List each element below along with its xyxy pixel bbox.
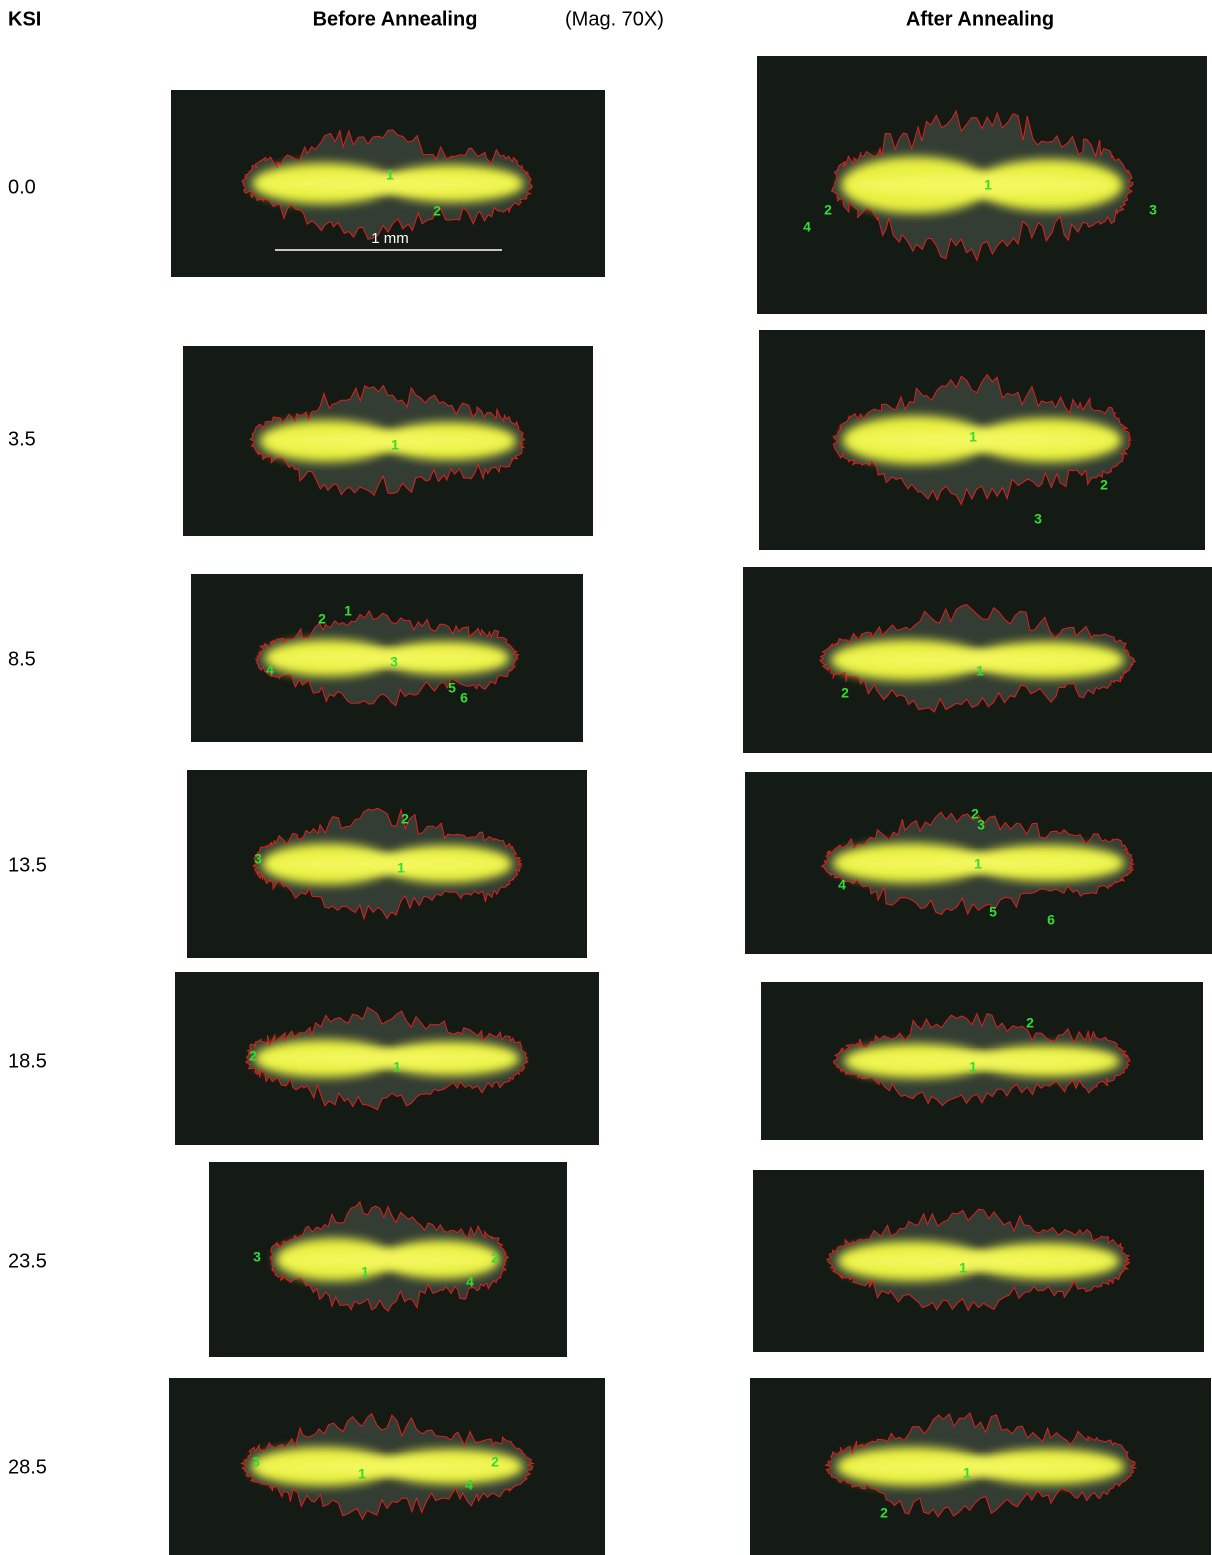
region-label: 1: [969, 1059, 977, 1075]
outline: [832, 1012, 1131, 1107]
micrograph: 1 2 3 4: [169, 1378, 605, 1555]
ksi-value: 13.5: [8, 854, 47, 876]
region-label: 3: [254, 851, 262, 867]
region-label: 2: [1026, 1015, 1034, 1031]
micrograph: 1 2 3 4: [209, 1162, 567, 1357]
region-label: 1: [959, 1260, 967, 1276]
ksi-value: 28.5: [8, 1456, 47, 1478]
region-label: 1: [397, 860, 405, 876]
region-label: 2: [401, 811, 409, 827]
region-label: 4: [465, 1477, 473, 1493]
region-label: 4: [466, 1274, 474, 1290]
micrograph: 1: [753, 1170, 1204, 1352]
glow: [281, 1251, 495, 1268]
outline: [252, 807, 523, 921]
glow: [848, 174, 1116, 196]
region-label: 3: [1149, 202, 1157, 218]
outline: [240, 1412, 535, 1521]
region-label: 3: [977, 817, 985, 833]
region-label: 4: [803, 219, 811, 235]
region-label: 5: [448, 680, 456, 696]
region-label: 1: [361, 1264, 369, 1280]
micrograph: 1 2 1 mm: [171, 90, 605, 277]
glow: [268, 856, 506, 872]
region-label: 2: [491, 1250, 499, 1266]
micrograph: 12: [743, 567, 1212, 753]
region-label: 2: [841, 685, 849, 701]
region-label: 1: [393, 1059, 401, 1075]
outline: [820, 811, 1135, 916]
micrograph: 12: [175, 972, 599, 1145]
region-label: 1: [344, 603, 352, 619]
outline: [241, 128, 533, 240]
region-label: 3: [1034, 511, 1042, 527]
ksi-value: 8.5: [8, 648, 36, 670]
outline: [269, 1200, 509, 1312]
micrograph: 1: [183, 346, 593, 536]
region-label: 2: [971, 806, 979, 822]
micrograph: 1 2 3 4 56: [191, 574, 583, 742]
region-label: 1: [984, 177, 992, 193]
outline: [831, 109, 1134, 262]
glow: [257, 1459, 517, 1474]
region-label: 1: [358, 1466, 366, 1482]
ksi-value: 0.0: [8, 176, 36, 198]
region-label: 2: [1100, 477, 1108, 493]
region-label: 2: [249, 1048, 257, 1064]
column-header: Before Annealing: [313, 8, 478, 30]
micrograph: 1 2 3: [759, 330, 1205, 550]
region-label: 2: [318, 611, 326, 627]
region-label: 1: [976, 663, 984, 679]
region-label: 1: [969, 429, 977, 445]
region-label: 1: [386, 167, 394, 183]
region-label: 2: [824, 202, 832, 218]
region-label: 3: [253, 1249, 261, 1265]
ksi-value: 3.5: [8, 428, 36, 450]
outline: [824, 1411, 1138, 1518]
glow: [843, 1459, 1118, 1474]
region-label: 3: [252, 1454, 260, 1470]
region-label: 1: [391, 437, 399, 453]
glow: [259, 176, 517, 191]
magnification: (Mag. 70X): [565, 8, 664, 30]
glow: [839, 855, 1118, 871]
region-label: 6: [1047, 912, 1055, 928]
column-header: KSI: [8, 8, 41, 30]
region-label: 5: [989, 904, 997, 920]
outline: [244, 1006, 529, 1111]
region-label: 2: [433, 203, 441, 219]
region-label: 6: [460, 690, 468, 706]
outline: [832, 373, 1132, 506]
outline: [826, 1208, 1131, 1312]
region-label: 2: [491, 1454, 499, 1470]
micrograph: 12: [761, 982, 1203, 1140]
region-label: 4: [266, 662, 274, 678]
outline: [254, 609, 520, 707]
region-label: 1: [963, 1465, 971, 1481]
glow: [849, 431, 1115, 449]
region-label: 1: [974, 856, 982, 872]
column-header: After Annealing: [906, 8, 1054, 30]
region-label: 2: [880, 1505, 888, 1521]
region-label: 3: [390, 654, 398, 670]
micrograph: 12: [750, 1378, 1211, 1555]
glow: [261, 1051, 513, 1066]
glow: [838, 652, 1117, 668]
glow: [844, 1253, 1113, 1269]
ksi-value: 18.5: [8, 1050, 47, 1072]
region-label: 4: [838, 877, 846, 893]
ksi-value: 23.5: [8, 1250, 47, 1272]
glow: [266, 433, 510, 449]
scale-bar-label: 1 mm: [371, 230, 409, 247]
outline: [249, 384, 526, 497]
glow: [270, 651, 504, 665]
glow: [850, 1054, 1114, 1068]
outline: [819, 603, 1136, 713]
micrograph: 1 2 3: [187, 770, 587, 958]
micrograph: 1 2 3 4: [757, 56, 1207, 314]
